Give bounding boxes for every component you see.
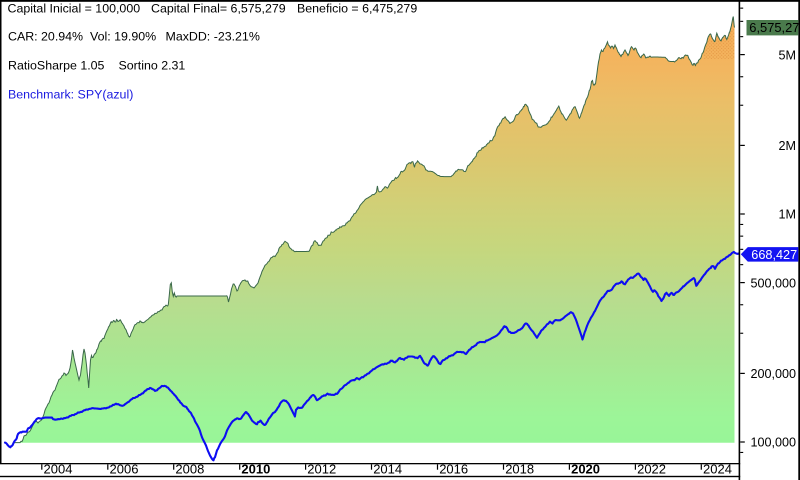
svg-text:500,000: 500,000: [750, 276, 796, 290]
svg-text:2024: 2024: [703, 462, 732, 477]
svg-text:Vol: 19.90%: Vol: 19.90%: [90, 30, 156, 44]
svg-text:1M: 1M: [779, 208, 797, 222]
svg-text:Capital Inicial = 100,000: Capital Inicial = 100,000: [8, 2, 141, 16]
svg-text:2020: 2020: [571, 462, 600, 477]
svg-text:2016: 2016: [439, 462, 468, 477]
svg-text:5M: 5M: [779, 48, 797, 62]
svg-text:Beneficio = 6,475,279: Beneficio = 6,475,279: [297, 2, 417, 16]
svg-text:Capital Final= 6,575,279: Capital Final= 6,575,279: [151, 2, 286, 16]
svg-text:MaxDD: -23.21%: MaxDD: -23.21%: [166, 30, 260, 44]
svg-text:2M: 2M: [779, 139, 797, 153]
svg-text:6,575,279: 6,575,279: [749, 20, 800, 35]
svg-text:2014: 2014: [373, 462, 402, 477]
svg-text:Benchmark: SPY(azul): Benchmark: SPY(azul): [8, 88, 133, 102]
svg-text:200,000: 200,000: [750, 367, 796, 381]
svg-text:RatioSharpe 1.05: RatioSharpe 1.05: [8, 59, 105, 73]
svg-text:Sortino 2.31: Sortino 2.31: [119, 59, 186, 73]
svg-text:2012: 2012: [307, 462, 336, 477]
svg-text:100,000: 100,000: [750, 436, 796, 450]
svg-text:2004: 2004: [44, 462, 73, 477]
svg-text:CAR: 20.94%: CAR: 20.94%: [8, 30, 83, 44]
svg-text:2010: 2010: [241, 462, 270, 477]
svg-text:2018: 2018: [505, 462, 534, 477]
svg-text:2006: 2006: [110, 462, 139, 477]
svg-text:2008: 2008: [175, 462, 204, 477]
svg-text:2022: 2022: [637, 462, 666, 477]
svg-text:668,427: 668,427: [751, 248, 797, 262]
